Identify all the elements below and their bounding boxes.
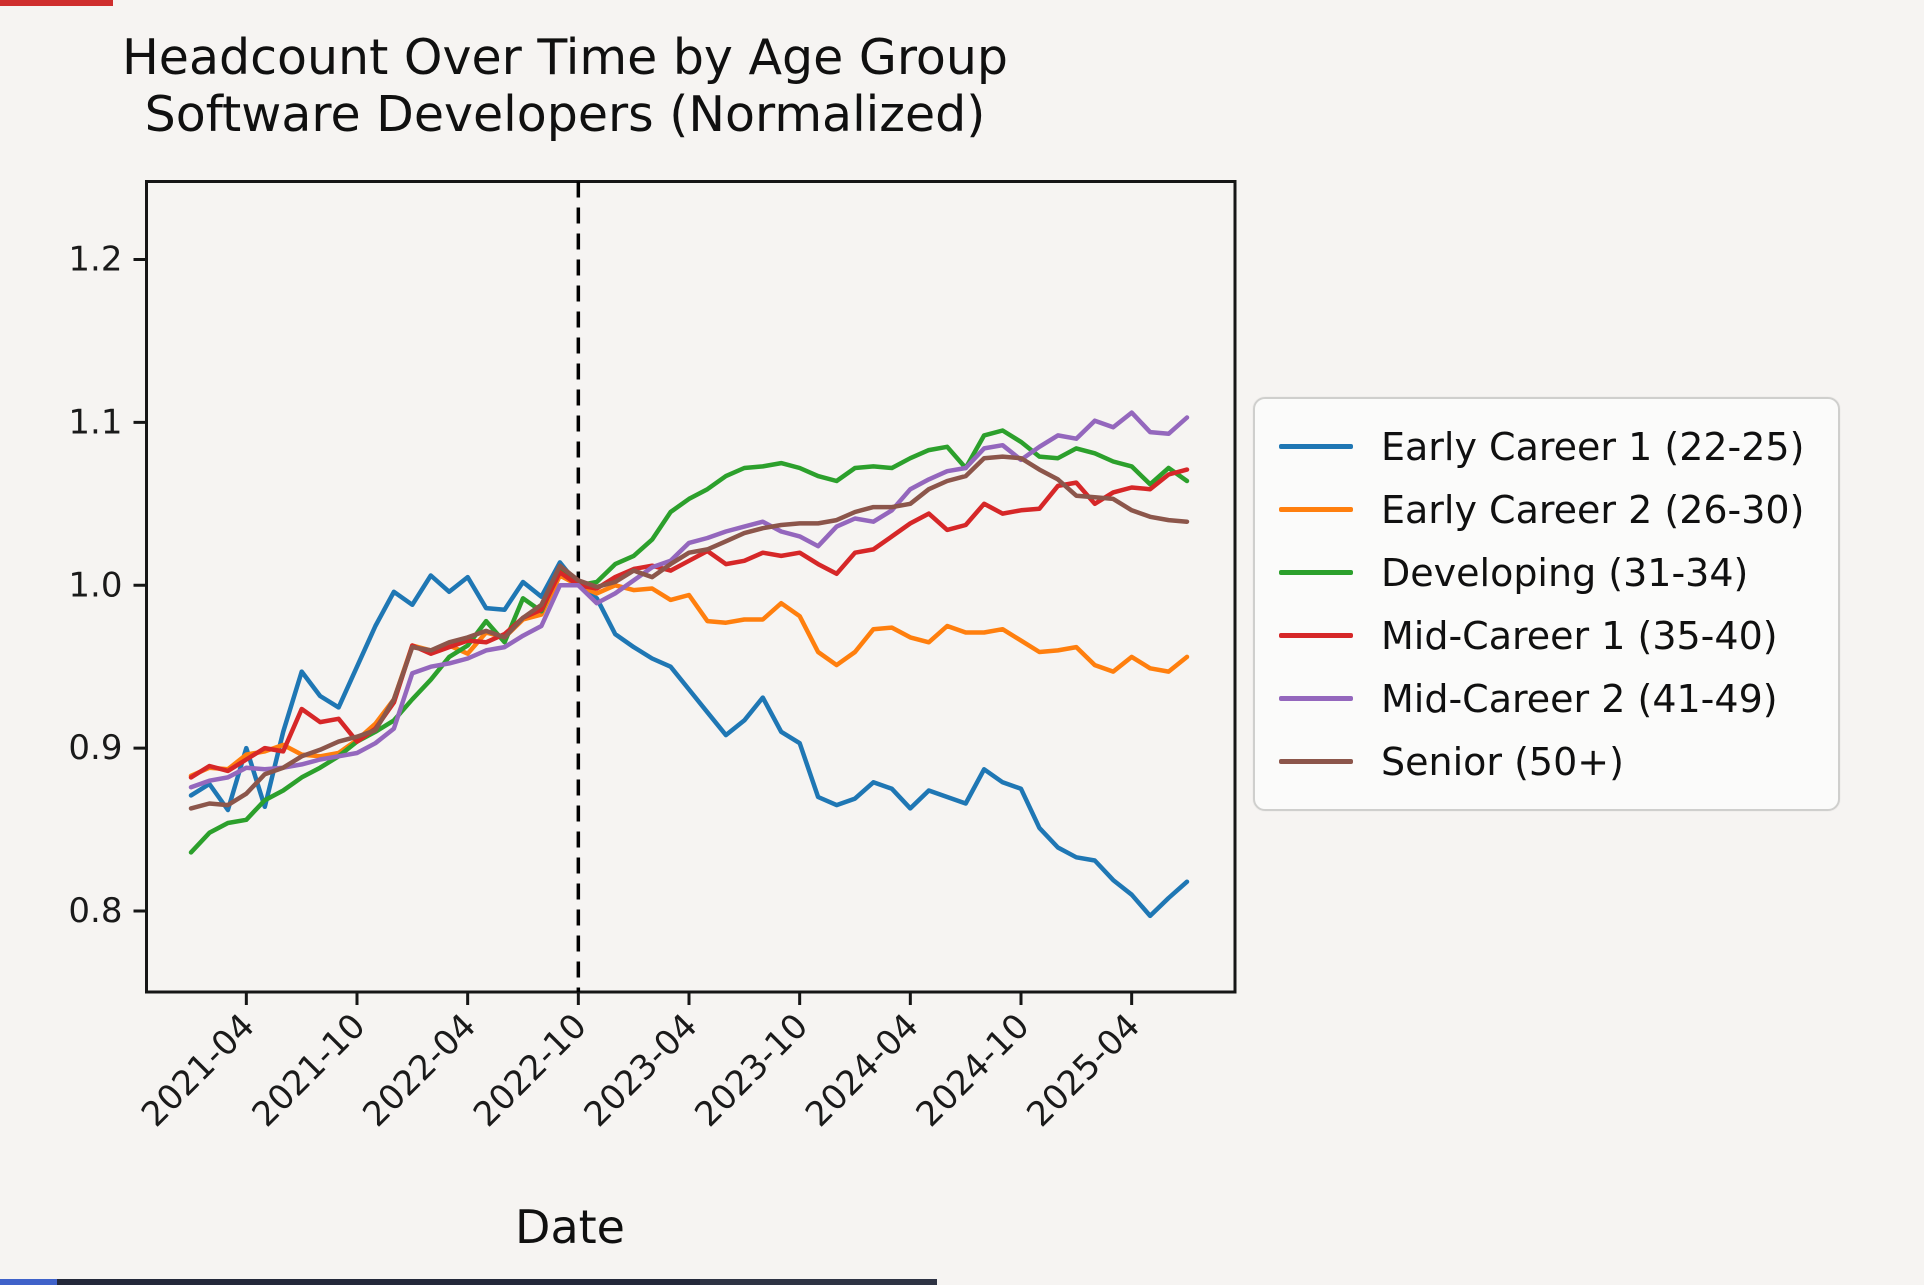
legend-line-swatch — [1279, 570, 1353, 575]
x-tick-label: 2022-10 — [466, 1006, 595, 1135]
legend-item: Early Career 2 (26-30) — [1279, 478, 1804, 541]
x-tick-label: 2022-04 — [355, 1006, 484, 1135]
legend-label: Mid-Career 2 (41-49) — [1381, 676, 1778, 721]
y-tick-label: 0.8 — [68, 891, 122, 931]
x-tick-label: 2021-10 — [245, 1006, 374, 1135]
bottom-dark-edge-strip — [57, 1279, 700, 1285]
plot-border — [145, 180, 1237, 994]
legend-label: Developing (31-34) — [1381, 550, 1749, 595]
series-line-mid-career-1-35-40 — [188, 467, 1190, 780]
y-tick-label: 1.0 — [68, 565, 122, 605]
chart-title-line1: Headcount Over Time by Age Group — [121, 29, 1009, 86]
legend-line-swatch — [1279, 696, 1353, 701]
x-tick-label: 2023-04 — [577, 1006, 706, 1135]
chart-title-line2: Software Developers (Normalized) — [144, 85, 986, 143]
x-tick-label: 2021-04 — [134, 1006, 263, 1135]
legend-label: Mid-Career 1 (35-40) — [1381, 613, 1778, 658]
series-line-early-career-2-26-30 — [188, 573, 1190, 779]
x-tick-label: 2024-04 — [798, 1006, 927, 1135]
top-left-edge-strip — [0, 0, 113, 6]
x-tick-label: 2024-10 — [909, 1006, 1038, 1135]
legend-line-swatch — [1279, 633, 1353, 638]
legend-label: Early Career 2 (26-30) — [1381, 487, 1805, 532]
legend-line-swatch — [1279, 444, 1353, 449]
y-tick-label: 1.1 — [68, 402, 122, 442]
legend-item: Developing (31-34) — [1279, 541, 1804, 604]
series-line-senior-50 — [188, 454, 1190, 811]
legend-item: Senior (50+) — [1279, 730, 1804, 793]
y-tick-label: 0.9 — [68, 728, 122, 768]
bottom-dark2-edge-strip — [700, 1279, 937, 1285]
legend: Early Career 1 (22-25) Early Career 2 (26… — [1253, 397, 1841, 811]
x-tick-label: 2023-10 — [687, 1006, 816, 1135]
x-axis-label: Date — [515, 1200, 625, 1254]
x-tick-label: 2025-04 — [1019, 1006, 1148, 1135]
legend-label: Early Career 1 (22-25) — [1381, 424, 1805, 469]
series-line-developing-31-34 — [188, 428, 1190, 855]
legend-label: Senior (50+) — [1381, 739, 1624, 784]
legend-item: Mid-Career 2 (41-49) — [1279, 667, 1804, 730]
legend-item: Mid-Career 1 (35-40) — [1279, 604, 1804, 667]
legend-line-swatch — [1279, 759, 1353, 764]
legend-item: Early Career 1 (22-25) — [1279, 415, 1804, 478]
series-line-early-career-1-22-25 — [188, 560, 1190, 919]
bottom-blue-edge-strip — [0, 1279, 57, 1285]
legend-line-swatch — [1279, 507, 1353, 512]
chart-title: Headcount Over Time by Age Group Softwar… — [121, 29, 1009, 144]
y-tick-label: 1.2 — [68, 240, 122, 280]
